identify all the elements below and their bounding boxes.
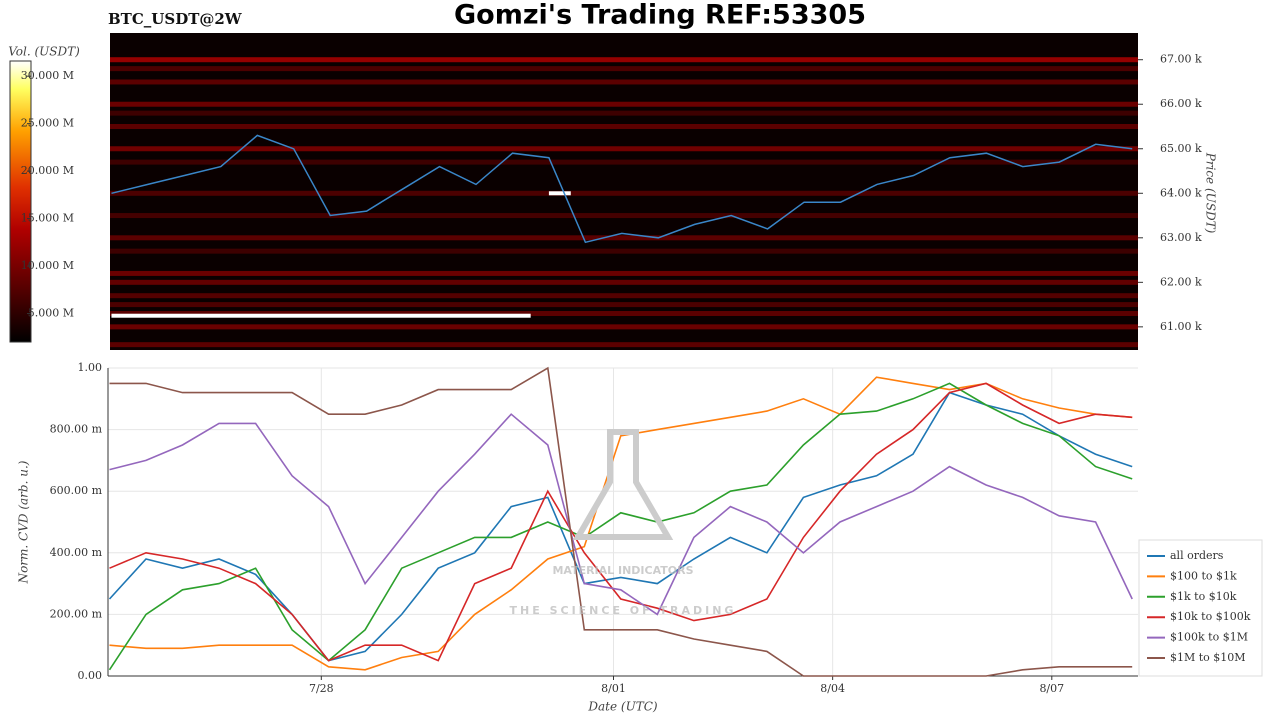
liquidity-level: [110, 123, 1138, 129]
legend: [1138, 539, 1263, 677]
x-axis-label: Date (UTC): [587, 700, 657, 714]
liquidity-level: [110, 293, 1138, 299]
y-tick-label: 600.00 m: [50, 484, 103, 497]
liquidity-level: [110, 79, 1138, 85]
liquidity-level: [110, 279, 1138, 285]
x-tick-label: 8/01: [601, 682, 626, 695]
cvd-line: [109, 366, 1133, 677]
order-wall: [111, 313, 531, 318]
colorbar-tick-label: 15.000 M: [21, 212, 74, 225]
y-tick-label: 62.00 k: [1160, 275, 1202, 288]
liquidity-level: [110, 342, 1138, 348]
order-wall: [548, 191, 571, 196]
liquidity-level: [110, 213, 1138, 219]
liquidity-level: [110, 248, 1138, 254]
liquidity-level: [110, 146, 1138, 152]
y-axis-label: Norm. CVD (arb. u.): [17, 460, 31, 584]
y-tick-label: 61.00 k: [1160, 320, 1202, 333]
colorbar-tick-label: 10.000 M: [21, 259, 74, 272]
cvd-line: [108, 391, 1133, 662]
y-tick-label: 1.00: [78, 361, 103, 374]
liquidity-level: [110, 57, 1138, 63]
cvd-line: [109, 376, 1133, 671]
y-tick-label: 800.00 m: [50, 423, 103, 436]
colorbar: [9, 60, 32, 343]
liquidity-level: [110, 270, 1138, 276]
legend-label: $10k to $100k: [1170, 610, 1251, 623]
liquidity-level: [110, 310, 1138, 316]
symbol: BTC_USDT@2W: [108, 10, 243, 28]
watermark-title: MATERIAL INDICATORS: [552, 564, 693, 577]
legend-label: $1M to $10M: [1170, 651, 1246, 664]
liquidity-level: [110, 302, 1138, 308]
watermark-subtitle: THE SCIENCE OF TRADING: [510, 604, 737, 617]
legend-label: $100k to $1M: [1170, 631, 1248, 644]
y-tick-label: 64.00 k: [1160, 186, 1202, 199]
liquidity-level: [110, 101, 1138, 107]
y-tick-label: 67.00 k: [1160, 53, 1202, 66]
legend-label: $100 to $1k: [1170, 569, 1237, 582]
cvd-plot: [108, 367, 1138, 677]
x-tick-label: 8/07: [1039, 682, 1064, 695]
x-tick-label: 8/04: [820, 682, 845, 695]
watermark: MATERIAL INDICATORS THE SCIENCE OF TRADI…: [510, 429, 737, 617]
y-tick-label: 0.00: [78, 669, 103, 682]
colorbar-tick-label: 30.000 M: [21, 69, 74, 82]
liquidity-level: [110, 159, 1138, 165]
legend-label: $1k to $10k: [1170, 590, 1237, 603]
colorbar-tick-label: 25.000 M: [21, 117, 74, 130]
y-axis-label: Price (USDT): [1204, 152, 1218, 234]
liquidity-level: [110, 235, 1138, 241]
x-tick-label: 7/28: [309, 682, 334, 695]
colorbar-label: Vol. (USDT): [8, 45, 80, 59]
cvd-line: [108, 382, 1133, 671]
cvd-line: [109, 413, 1133, 616]
liquidity-level: [110, 66, 1138, 72]
legend-label: all orders: [1170, 549, 1224, 562]
y-tick-label: 400.00 m: [50, 546, 103, 559]
liquidity-level: [110, 110, 1138, 116]
y-tick-label: 200.00 m: [50, 607, 103, 620]
y-tick-label: 66.00 k: [1160, 97, 1202, 110]
y-tick-label: 65.00 k: [1160, 142, 1202, 155]
colorbar-tick-label: 5.000 M: [28, 307, 74, 320]
chart-title: Gomzi's Trading REF:53305: [454, 0, 866, 31]
cvd-line: [109, 382, 1133, 662]
liquidity-level: [110, 190, 1138, 196]
liquidity-level: [110, 324, 1138, 330]
colorbar-tick-label: 20.000 M: [21, 164, 74, 177]
watermark-logo: [572, 429, 674, 540]
price-line: [111, 134, 1133, 244]
y-tick-label: 63.00 k: [1160, 231, 1202, 244]
